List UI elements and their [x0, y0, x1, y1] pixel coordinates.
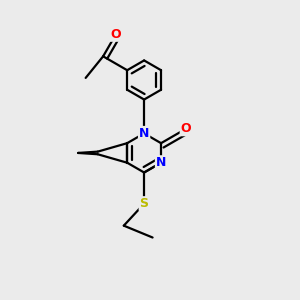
Text: N: N	[156, 156, 166, 169]
Text: O: O	[181, 122, 191, 135]
Text: N: N	[139, 127, 149, 140]
Text: O: O	[110, 28, 121, 41]
Text: S: S	[140, 197, 148, 210]
